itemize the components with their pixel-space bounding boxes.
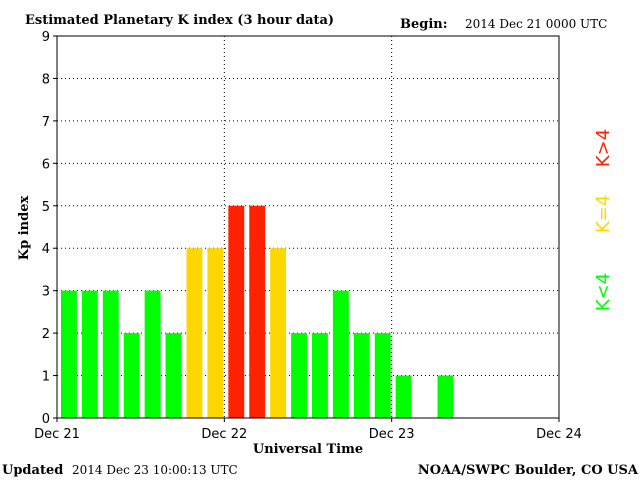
kp-bar [81,290,98,418]
y-axis-title: Kp index [17,196,32,261]
kp-bar [165,333,182,418]
y-tick-label: 6 [42,157,50,172]
legend: K<4 K=4 K>4 [593,129,614,311]
source-label: NOAA/SWPC Boulder, CO USA [418,463,639,478]
kp-bar [332,290,349,418]
y-tick-label: 4 [42,242,50,257]
updated-label: Updated [2,463,63,478]
y-tick-label: 3 [42,285,50,300]
kp-bar [374,333,391,418]
legend-item: K>4 [593,129,614,167]
kp-bar [61,290,77,418]
begin-value: 2014 Dec 21 0000 UTC [465,17,607,31]
y-tick-label: 9 [42,30,50,45]
kp-bar [144,290,161,418]
x-tick-label: Dec 24 [536,427,582,442]
legend-item: K=4 [593,195,614,233]
x-axis-title: Universal Time [253,442,363,457]
kp-bar [186,248,203,418]
kp-bar [270,248,287,418]
y-tick-label: 7 [42,115,50,130]
updated-value: 2014 Dec 23 10:00:13 UTC [72,463,238,477]
kp-bar [123,333,140,418]
kp-bar [437,375,454,418]
begin-label: Begin: [400,17,448,32]
x-tick-label: Dec 23 [369,427,415,442]
y-tick-label: 1 [42,370,50,385]
kp-bar [395,375,412,418]
plot-area: 0 1 2 3 4 5 6 7 8 9 Dec 21 Dec 22 Dec 23 Dec 24 [34,30,582,442]
kp-bar [207,248,224,418]
kp-bar [228,205,245,418]
plot-frame [56,35,560,419]
y-tick-label: 5 [42,200,50,215]
legend-item: K<4 [593,273,614,311]
x-tick-label: Dec 21 [34,427,80,442]
y-tick-label: 2 [42,327,50,342]
kp-bar [102,290,119,418]
y-tick-label: 0 [42,412,50,427]
kp-bar [249,205,266,418]
chart-title: Estimated Planetary K index (3 hour data… [25,13,334,28]
y-tick-label: 8 [42,72,50,87]
x-tick-label: Dec 22 [201,427,247,442]
kp-bar [353,333,370,418]
kp-bar [312,333,328,418]
kp-bar [291,333,307,418]
